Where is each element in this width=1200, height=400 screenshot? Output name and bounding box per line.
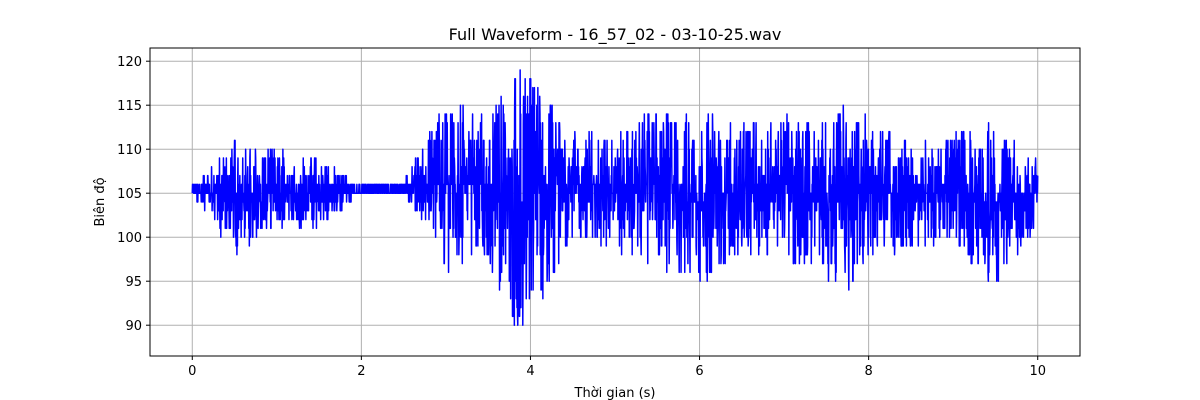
y-tick-label: 100 <box>117 231 142 246</box>
x-tick-label: 10 <box>1029 364 1046 379</box>
waveform-line <box>191 69 1039 326</box>
y-tick-label: 115 <box>117 99 142 114</box>
y-tick-label: 120 <box>117 55 142 70</box>
y-axis-label: Biên độ <box>93 177 108 226</box>
x-axis-label: Thời gian (s) <box>574 386 656 400</box>
x-tick-label: 4 <box>526 364 534 379</box>
y-tick-label: 110 <box>117 143 142 158</box>
x-tick-label: 2 <box>357 364 365 379</box>
x-tick-label: 0 <box>188 364 196 379</box>
y-tick-label: 90 <box>125 319 142 334</box>
waveform-series <box>191 69 1039 326</box>
x-axis: 0 2 4 6 8 10 <box>188 356 1046 379</box>
x-tick-label: 8 <box>864 364 872 379</box>
plot-frame <box>149 47 1081 357</box>
chart-title: Full Waveform - 16_57_02 - 03-10-25.wav <box>449 25 782 45</box>
x-tick-label: 6 <box>695 364 703 379</box>
y-tick-label: 105 <box>117 187 142 202</box>
y-tick-label: 95 <box>125 275 142 290</box>
y-axis: 90 95 100 105 110 115 120 <box>117 55 150 334</box>
